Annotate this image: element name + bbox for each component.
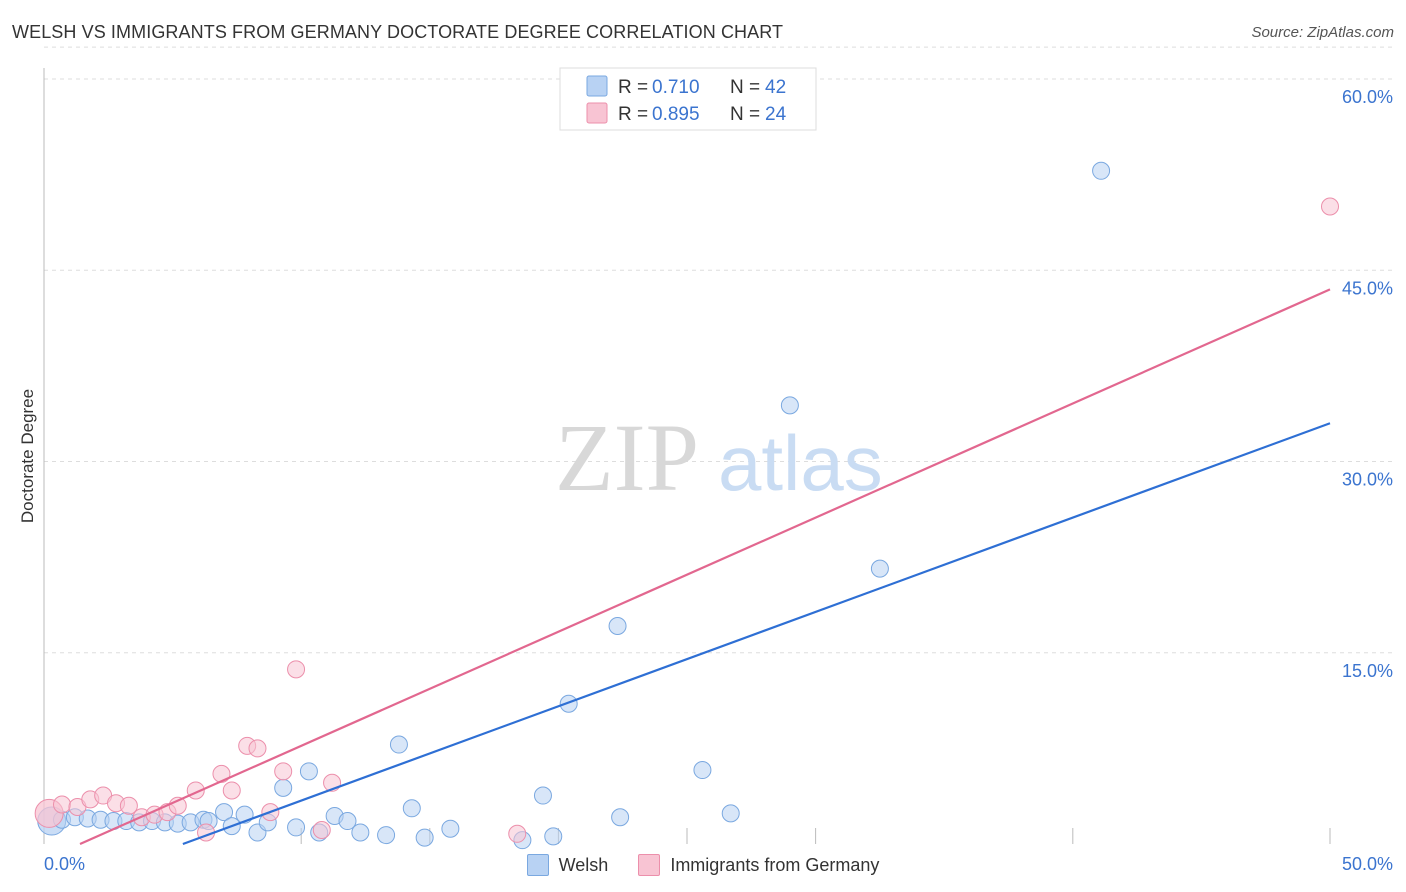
welsh-point-34 xyxy=(559,694,578,713)
welsh-point-39 xyxy=(780,396,799,415)
series-legend: Welsh Immigrants from Germany xyxy=(0,850,1406,880)
source-label: Source: ZipAtlas.com xyxy=(1251,24,1394,41)
legend-r-value-germany: 0.895 xyxy=(652,104,700,125)
trendlines xyxy=(79,288,1331,846)
welsh-point-36 xyxy=(611,808,630,827)
welsh-trendline xyxy=(182,422,1331,846)
watermark-atlas: atlas xyxy=(718,419,883,507)
legend-label-welsh: Welsh xyxy=(558,854,609,875)
y-tick-label-0: 15.0% xyxy=(1342,661,1393,681)
watermark: ZIP atlas xyxy=(555,404,883,511)
welsh-point-41 xyxy=(1092,161,1111,180)
legend-swatch-germany xyxy=(586,102,608,124)
legend-swatch-welsh-bottom xyxy=(526,854,549,876)
germany-point-18 xyxy=(274,762,293,781)
legend-r-value-welsh: 0.710 xyxy=(652,77,700,98)
legend-n-value-germany: 24 xyxy=(765,104,787,125)
welsh-point-35 xyxy=(608,616,627,635)
y-tick-label-1: 30.0% xyxy=(1342,470,1393,490)
germany-points xyxy=(34,197,1339,843)
legend-item-germany[interactable]: Immigrants from Germany xyxy=(638,854,879,876)
x-tick-label-max: 50.0% xyxy=(1342,854,1393,874)
watermark-zip: ZIP xyxy=(555,404,699,511)
legend-n-label-germany: N = xyxy=(730,104,760,125)
legend-item-welsh[interactable]: Welsh xyxy=(526,854,609,876)
germany-point-13 xyxy=(212,764,231,783)
y-axis-label: Doctorate Degree xyxy=(18,389,37,523)
welsh-point-37 xyxy=(693,761,712,780)
welsh-point-20 xyxy=(287,818,306,837)
welsh-point-29 xyxy=(415,828,434,847)
germany-point-1 xyxy=(53,795,72,814)
welsh-point-32 xyxy=(533,786,552,805)
correlation-legend: R = 0.710 N = 42 R = 0.895 N = 24 xyxy=(559,67,817,131)
welsh-point-19 xyxy=(274,778,293,797)
germany-trendline xyxy=(79,288,1331,846)
germany-point-14 xyxy=(222,781,241,800)
germany-point-23 xyxy=(1321,197,1339,216)
legend-swatch-germany-bottom xyxy=(638,854,661,876)
germany-point-19 xyxy=(287,660,306,679)
legend-n-value-welsh: 42 xyxy=(765,77,786,98)
germany-point-6 xyxy=(119,796,138,815)
welsh-point-33 xyxy=(544,827,563,846)
legend-n-label-welsh: N = xyxy=(730,77,760,98)
welsh-points xyxy=(37,161,1111,850)
welsh-point-27 xyxy=(389,735,408,754)
x-tick-label-min: 0.0% xyxy=(44,854,85,874)
y-tick-label-2: 45.0% xyxy=(1342,278,1393,298)
welsh-point-38 xyxy=(721,804,740,823)
welsh-point-26 xyxy=(377,826,396,845)
germany-point-22 xyxy=(508,824,527,843)
welsh-point-14 xyxy=(215,803,234,822)
legend-label-germany: Immigrants from Germany xyxy=(670,854,880,875)
legend-r-label-welsh: R = xyxy=(618,77,648,98)
germany-point-16 xyxy=(248,739,267,758)
legend-r-label-germany: R = xyxy=(618,104,648,125)
legend-swatch-welsh xyxy=(586,75,608,97)
chart-title: WELSH VS IMMIGRANTS FROM GERMANY DOCTORA… xyxy=(12,22,784,42)
y-tick-labels: 15.0% 30.0% 45.0% 60.0% xyxy=(1342,87,1393,681)
welsh-point-40 xyxy=(870,559,889,578)
welsh-point-21 xyxy=(299,762,318,781)
gridlines xyxy=(44,46,1393,654)
germany-point-20 xyxy=(312,820,331,839)
welsh-point-24 xyxy=(338,812,357,831)
welsh-point-28 xyxy=(402,799,421,818)
y-tick-label-3: 60.0% xyxy=(1342,87,1393,107)
welsh-point-30 xyxy=(441,819,460,838)
welsh-point-25 xyxy=(351,823,370,842)
